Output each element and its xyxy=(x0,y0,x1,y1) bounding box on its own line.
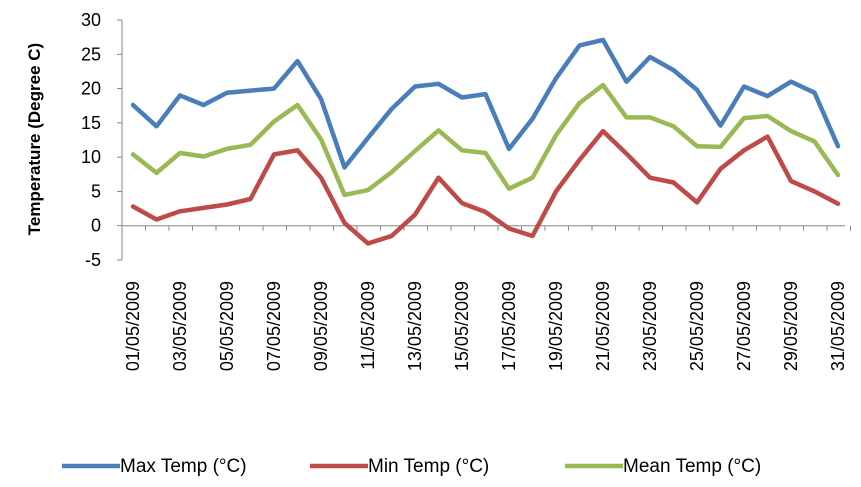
x-tick-label: 07/05/2009 xyxy=(264,281,284,371)
y-tick-label: 10 xyxy=(81,147,101,167)
legend-label: Max Temp (°C) xyxy=(120,456,247,477)
x-tick-label: 05/05/2009 xyxy=(217,281,237,371)
y-tick-label: -5 xyxy=(85,250,101,270)
x-tick-label: 11/05/2009 xyxy=(358,281,378,370)
legend-label: Mean Temp (°C) xyxy=(623,456,761,477)
x-tick-label: 01/05/2009 xyxy=(123,281,143,371)
x-tick-label: 13/05/2009 xyxy=(405,281,425,371)
x-tick-label: 25/05/2009 xyxy=(687,281,707,371)
series-line-1 xyxy=(130,37,841,170)
series-line-3 xyxy=(130,82,841,198)
x-tick-label: 03/05/2009 xyxy=(170,281,190,371)
x-tick-label: 17/05/2009 xyxy=(499,281,519,371)
y-axis: -5 0 5 10 15 20 25 30 xyxy=(81,10,123,270)
x-tick-label: 27/05/2009 xyxy=(734,281,754,371)
x-tick-label: 21/05/2009 xyxy=(593,281,613,371)
x-tick-label: 29/05/2009 xyxy=(781,281,801,371)
x-tick-label: 19/05/2009 xyxy=(546,281,566,371)
y-tick-label: 5 xyxy=(91,181,101,201)
legend: Max Temp (°C) Min Temp (°C) Mean Temp (°C) xyxy=(62,456,761,477)
y-axis-title: Temperature (Degree C) xyxy=(25,43,44,235)
x-tick-label: 23/05/2009 xyxy=(640,281,660,371)
y-tick-label: 15 xyxy=(81,113,101,133)
series-line-2 xyxy=(130,128,841,246)
x-tick-label: 31/05/2009 xyxy=(828,281,848,371)
y-tick-label: 25 xyxy=(81,44,101,64)
x-tick-label: 09/05/2009 xyxy=(311,281,331,371)
x-tick-label: 15/05/2009 xyxy=(452,281,472,371)
y-tick-label: 0 xyxy=(91,216,101,236)
y-tick-label: 30 xyxy=(81,10,101,30)
legend-label: Min Temp (°C) xyxy=(368,456,489,477)
series-lines xyxy=(130,37,841,246)
y-tick-label: 20 xyxy=(81,79,101,99)
x-axis: 01/05/2009 03/05/2009 05/05/2009 07/05/2009… xyxy=(121,225,851,371)
